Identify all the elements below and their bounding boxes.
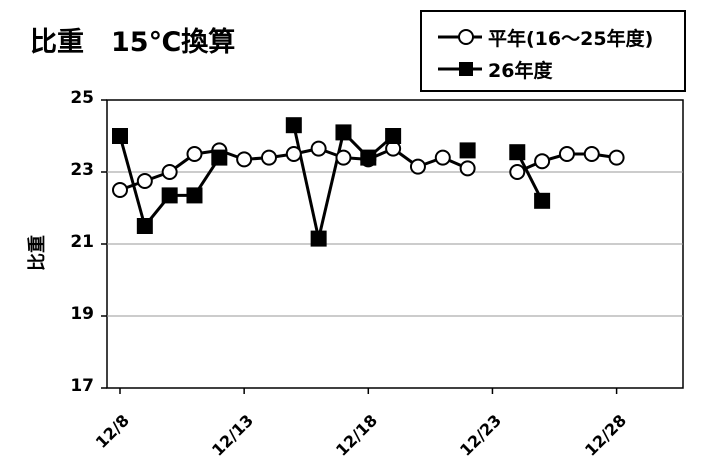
data-point-normal (285, 146, 302, 162)
y-tick-label: 25 (70, 88, 94, 108)
data-point-current (310, 230, 327, 247)
y-tick-label: 21 (70, 232, 94, 252)
legend-circle-marker-icon (438, 29, 482, 45)
y-tick-label: 17 (70, 376, 94, 396)
data-point-normal (136, 173, 153, 189)
data-point-normal (236, 151, 253, 168)
y-tick-label: 23 (70, 160, 94, 180)
data-point-normal (509, 164, 526, 180)
legend-square-marker-icon (438, 62, 482, 76)
series-line-segment (515, 151, 544, 202)
data-point-current (534, 192, 551, 209)
series-line-segment (292, 124, 321, 239)
data-point-current (112, 128, 128, 144)
data-point-normal (583, 146, 600, 162)
data-point-normal (409, 158, 426, 175)
series-line-segment (118, 135, 147, 227)
data-point-current (136, 218, 153, 234)
data-point-normal (558, 146, 575, 162)
data-point-normal (459, 160, 476, 177)
data-point-normal (310, 140, 327, 157)
data-point-current (360, 149, 377, 166)
data-point-normal (434, 149, 451, 166)
data-point-normal (186, 146, 203, 162)
data-point-current (211, 149, 228, 166)
data-point-normal (608, 149, 625, 166)
data-point-current (459, 142, 476, 159)
legend-item-normal: 平年(16～25年度) (436, 24, 653, 50)
legend: 平年(16～25年度) 26年度 (420, 10, 686, 92)
data-point-current (385, 128, 402, 144)
data-point-current (285, 117, 302, 134)
y-tick-label: 19 (70, 304, 94, 324)
y-axis-label: 比重 (27, 235, 48, 271)
legend-label-current: 26年度 (488, 59, 553, 82)
legend-item-current: 26年度 (436, 56, 552, 82)
data-point-current (161, 187, 178, 204)
data-point-normal (260, 149, 277, 166)
data-point-current (335, 124, 352, 141)
data-point-normal (161, 164, 178, 180)
data-point-normal (112, 182, 128, 198)
series-line-segment (317, 132, 345, 239)
data-point-current (186, 187, 203, 204)
chart-title: 比重 15℃換算 (30, 27, 236, 58)
data-point-current (509, 144, 526, 161)
legend-label-normal: 平年(16～25年度) (488, 27, 654, 50)
data-point-normal (534, 153, 551, 170)
data-point-normal (335, 149, 352, 166)
